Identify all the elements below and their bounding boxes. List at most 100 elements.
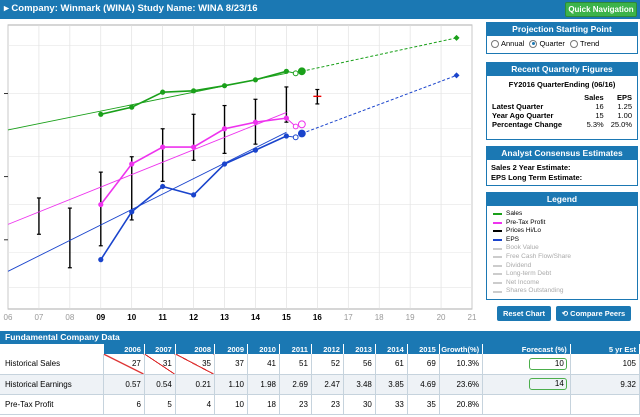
eps-trend-line	[7, 131, 287, 272]
legend-item[interactable]: Prices Hi/Lo	[493, 227, 631, 236]
legend-item[interactable]: Pre-Tax Profit	[493, 219, 631, 228]
legend-label: EPS	[506, 235, 520, 243]
table-cell[interactable]: 23	[311, 394, 344, 415]
row-label: Historical Earnings	[0, 374, 104, 395]
sales-point	[191, 88, 197, 94]
table-cell[interactable]: 2.69	[279, 374, 312, 395]
radio-trend-icon[interactable]	[569, 39, 578, 48]
legend-item[interactable]: Dividend	[493, 262, 631, 271]
table-cell[interactable]: 23	[279, 394, 312, 415]
sales-point	[129, 104, 135, 110]
table-cell[interactable]: 31	[144, 354, 176, 375]
legend-swatch	[493, 256, 502, 259]
table-cell[interactable]: 30	[343, 394, 376, 415]
compare-peers-button[interactable]: ⟲ Compare Peers	[556, 306, 631, 321]
eps-projection-line	[301, 74, 457, 134]
forecast-input[interactable]: 14	[528, 378, 567, 390]
radio-quarter-icon[interactable]	[529, 39, 538, 48]
table-cell[interactable]: 2.47	[311, 374, 344, 395]
table-cell[interactable]: 1.98	[247, 374, 280, 395]
table-cell[interactable]: 37	[214, 354, 249, 375]
estimate-cell	[570, 394, 640, 415]
growth-cell: 23.6%	[439, 374, 484, 395]
recent-quarterly-panel: Recent Quarterly Figures FY2016 QuarterE…	[486, 62, 638, 140]
quick-navigation-button[interactable]: Quick Navigation	[565, 2, 637, 17]
col-sales: Sales	[584, 93, 604, 102]
x-tick-label: 10	[127, 313, 136, 322]
legend-item[interactable]: Long-term Debt	[493, 270, 631, 279]
table-cell[interactable]: 0.21	[175, 374, 216, 395]
sales-recent-point	[292, 70, 299, 77]
pre-tax-profit-point	[191, 144, 197, 150]
radio-quarter[interactable]: Quarter	[529, 39, 565, 48]
legend-swatch	[493, 264, 502, 267]
radio-annual-icon[interactable]	[491, 39, 499, 48]
table-row: Historical Earnings 0.57 0.54 0.21 1.10 1.98 2…	[0, 374, 640, 395]
legend-item[interactable]: EPS	[493, 236, 631, 245]
eps-point	[98, 257, 104, 263]
table-cell[interactable]: 35	[407, 394, 440, 415]
x-tick-label: 09	[96, 313, 105, 322]
table-cell[interactable]: 0.57	[103, 374, 145, 395]
radio-trend[interactable]: Trend	[569, 39, 599, 48]
table-cell[interactable]: 6	[103, 394, 145, 415]
legend-panel: Legend Sales Pre-Tax Profit Prices Hi/Lo EP…	[486, 192, 638, 300]
legend-item[interactable]: Net Income	[493, 279, 631, 288]
x-tick-label: 14	[251, 313, 260, 322]
table-cell[interactable]: 10	[214, 394, 249, 415]
table-row: Year Ago Quarter 15 1.00	[492, 111, 632, 120]
table-cell[interactable]: 69	[407, 354, 440, 375]
x-tick-label: 17	[344, 313, 353, 322]
legend-swatch	[493, 247, 502, 250]
table-cell[interactable]: 3.48	[343, 374, 376, 395]
table-cell[interactable]: 35	[175, 354, 216, 375]
table-cell[interactable]: 56	[343, 354, 376, 375]
table-cell[interactable]: 18	[247, 394, 280, 415]
estimate-cell: 105	[570, 354, 640, 375]
column-header: 2014	[375, 344, 408, 354]
eps-point	[221, 161, 228, 167]
sales-projection-marker	[453, 34, 460, 41]
forecast-input[interactable]: 10	[528, 357, 567, 370]
table-cell[interactable]: 41	[247, 354, 280, 375]
radio-annual[interactable]: Annual	[491, 39, 524, 48]
legend-item[interactable]: Shares Outstanding	[493, 287, 631, 296]
legend-item[interactable]: Free Cash Flow/Share	[493, 253, 631, 262]
legend-label: Book Value	[506, 244, 539, 252]
table-cell[interactable]: 4.69	[407, 374, 440, 395]
legend-swatch	[493, 221, 502, 224]
chart-svg[interactable]: 06 07 08 09 10 11 12 13 14 15 16 17 18 19 20 21	[0, 19, 480, 325]
column-header: 2011	[279, 344, 312, 354]
forecast-cell: 10	[482, 354, 571, 375]
table-cell[interactable]: 0.54	[144, 374, 176, 395]
legend-list: Sales Pre-Tax Profit Prices Hi/Lo EPS Book V…	[487, 206, 637, 300]
table-cell[interactable]: 5	[144, 394, 176, 415]
legend-item[interactable]: Book Value	[493, 244, 631, 253]
pre-tax-profit-trend-line	[7, 112, 287, 225]
table-cell[interactable]: 3.85	[375, 374, 408, 395]
chart-area[interactable]: 06 07 08 09 10 11 12 13 14 15 16 17 18 19 20 21	[0, 19, 480, 325]
legend-label: Pre-Tax Profit	[506, 218, 546, 226]
x-tick-label: 07	[34, 313, 43, 322]
legend-item[interactable]: Sales	[493, 210, 631, 219]
column-header: 2012	[311, 344, 344, 354]
table-cell[interactable]: 51	[279, 354, 312, 375]
column-header: 2007	[144, 344, 176, 354]
table-row: Percentage Change 5.3% 25.0%	[492, 120, 632, 129]
table-cell[interactable]: 1.10	[214, 374, 249, 395]
pre-tax-profit-point	[252, 119, 259, 125]
eps-point	[160, 183, 166, 190]
eps-point	[129, 209, 135, 215]
x-tick-label: 11	[158, 313, 167, 322]
x-tick-label: 08	[65, 313, 74, 322]
table-cell[interactable]: 61	[375, 354, 408, 375]
table-cell[interactable]: 33	[375, 394, 408, 415]
reset-chart-button[interactable]: Reset Chart	[497, 306, 551, 321]
sales-point	[221, 83, 228, 89]
table-cell[interactable]: 4	[175, 394, 216, 415]
table-cell[interactable]: 52	[311, 354, 344, 375]
column-header: 2008	[175, 344, 216, 354]
row-label: Historical Sales	[0, 354, 104, 375]
column-header: Forecast (%)	[482, 344, 571, 354]
table-cell[interactable]: 27	[103, 354, 145, 375]
